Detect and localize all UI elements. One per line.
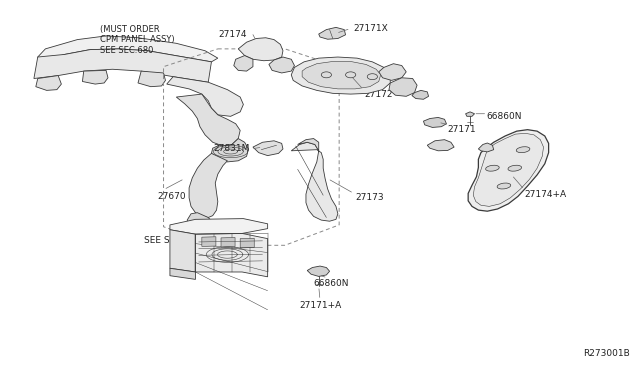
Polygon shape [238,38,283,61]
Polygon shape [298,138,319,151]
Polygon shape [473,134,543,206]
Polygon shape [468,130,548,211]
Polygon shape [291,57,390,94]
Text: 27831M: 27831M [213,144,250,153]
Polygon shape [38,36,218,62]
Polygon shape [319,28,346,39]
Text: 66860N: 66860N [314,279,349,288]
Polygon shape [240,238,254,248]
Text: 27173: 27173 [355,193,384,202]
Polygon shape [36,76,61,90]
Text: 27171+A: 27171+A [299,301,341,310]
Text: R273001B: R273001B [583,349,630,358]
Polygon shape [187,213,212,231]
Polygon shape [170,219,268,234]
Polygon shape [379,64,406,80]
Polygon shape [466,112,474,116]
Polygon shape [138,71,166,87]
Ellipse shape [486,165,499,171]
Polygon shape [189,153,227,218]
Polygon shape [389,78,417,96]
Text: 27171X: 27171X [353,24,388,33]
Ellipse shape [508,165,522,171]
Polygon shape [83,70,108,84]
Polygon shape [167,77,243,116]
Polygon shape [302,61,381,89]
Polygon shape [211,138,248,162]
Polygon shape [269,57,294,73]
Polygon shape [221,237,235,247]
Text: 66860N: 66860N [486,112,522,121]
Text: 27670: 27670 [157,192,186,201]
Polygon shape [176,94,240,146]
Text: 27174+A: 27174+A [524,190,566,199]
Polygon shape [170,230,195,272]
Ellipse shape [497,183,511,189]
Polygon shape [202,237,216,246]
Polygon shape [253,141,283,155]
Text: SEE SEC.270: SEE SEC.270 [145,236,202,245]
Polygon shape [412,90,429,99]
Text: 27172: 27172 [365,90,393,99]
Text: (MUST ORDER
CPM PANEL ASSY)
SEE SEC.680: (MUST ORDER CPM PANEL ASSY) SEE SEC.680 [100,25,174,55]
Polygon shape [195,234,268,277]
Polygon shape [478,143,493,152]
Text: 27171: 27171 [448,125,476,134]
Polygon shape [234,55,253,71]
Polygon shape [424,118,447,128]
Polygon shape [428,140,454,151]
Polygon shape [34,49,211,82]
Polygon shape [307,266,330,276]
Polygon shape [170,268,195,279]
Ellipse shape [516,147,530,153]
Polygon shape [291,142,338,221]
Text: 27174: 27174 [218,31,246,39]
